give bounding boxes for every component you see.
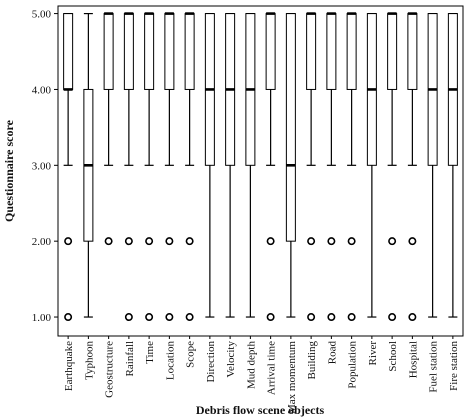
box-max-momentum: [285, 12, 296, 318]
y-tick-label: 3.00: [32, 160, 52, 172]
x-tick-label: River: [367, 341, 379, 366]
outlier-point: [64, 313, 73, 322]
y-axis: 1.00 2.00 3.00 4.00 5.00: [32, 9, 58, 324]
outlier-point: [408, 237, 417, 246]
x-tick-label: Earthquake: [63, 341, 75, 391]
outlier-point: [388, 313, 397, 322]
box-school: [387, 12, 398, 322]
box-fire-station: [447, 12, 458, 318]
box-iqr: [123, 13, 134, 90]
x-tick-label: Rainfall: [124, 341, 136, 376]
box-series: [63, 12, 458, 322]
box-velocity: [225, 12, 236, 318]
box-iqr: [387, 13, 398, 90]
outlier-point: [266, 313, 275, 322]
outlier-point: [408, 313, 417, 322]
x-tick-label: Population: [347, 341, 359, 389]
x-tick-label: Geostructure: [104, 341, 116, 398]
box-scope: [184, 12, 195, 322]
x-tick-label: Mud depth: [245, 341, 257, 389]
box-hospital: [407, 12, 418, 322]
outlier-point: [327, 313, 336, 322]
outlier-point: [388, 237, 397, 246]
outlier-point: [266, 237, 275, 246]
y-tick-label: 4.00: [32, 84, 52, 96]
outlier-point: [165, 237, 174, 246]
box-road: [326, 12, 337, 322]
x-tick-label: Velocity: [225, 341, 237, 378]
x-tick-label: Time: [144, 341, 156, 364]
box-iqr: [184, 13, 195, 90]
outlier-point: [145, 313, 154, 322]
box-iqr: [346, 13, 357, 90]
x-tick-label: Fire station: [448, 341, 460, 391]
box-iqr: [265, 13, 276, 90]
box-mud-depth: [245, 12, 256, 318]
x-tick-label: Scope: [185, 341, 197, 368]
box-location: [164, 12, 175, 322]
outlier-point: [104, 237, 113, 246]
box-time: [144, 12, 155, 322]
x-tick-label: Fuel station: [428, 341, 440, 393]
box-iqr: [285, 13, 296, 242]
outlier-point: [347, 237, 356, 246]
box-typhoon: [83, 12, 94, 318]
x-tick-label: Direction: [205, 341, 217, 383]
x-tick-label: Road: [326, 341, 338, 365]
outlier-point: [347, 313, 356, 322]
box-fuel-station: [427, 12, 438, 318]
x-axis-title: Debris flow scene objects: [196, 403, 325, 417]
box-iqr: [144, 13, 155, 90]
x-tick-label: Building: [306, 341, 318, 380]
outlier-point: [307, 313, 316, 322]
x-axis: Earthquake Typhoon Geostructure Rainfall Tim…: [63, 336, 460, 414]
x-tick-label: Hospital: [407, 341, 419, 378]
outlier-point: [124, 313, 133, 322]
box-building: [306, 12, 317, 322]
y-axis-title: Questionnaire score: [2, 119, 16, 222]
outlier-point: [185, 313, 194, 322]
box-arrival-time: [265, 12, 276, 322]
box-iqr: [63, 13, 74, 90]
box-earthquake: [63, 12, 74, 322]
box-population: [346, 12, 357, 322]
outlier-point: [307, 237, 316, 246]
x-tick-label: Arrival time: [266, 341, 278, 395]
y-tick-label: 1.00: [32, 312, 52, 324]
outlier-point: [64, 237, 73, 246]
y-tick-label: 5.00: [32, 9, 52, 21]
box-iqr: [326, 13, 337, 90]
outlier-point: [165, 313, 174, 322]
box-iqr: [306, 13, 317, 90]
box-iqr: [407, 13, 418, 90]
outlier-point: [185, 237, 194, 246]
y-tick-label: 2.00: [32, 236, 52, 248]
x-tick-label: Location: [164, 341, 176, 381]
outlier-point: [124, 237, 133, 246]
box-rainfall: [123, 12, 134, 322]
outlier-point: [145, 237, 154, 246]
x-tick-label: Max momentum: [286, 341, 298, 414]
box-iqr: [164, 13, 175, 90]
x-tick-label: School: [387, 341, 399, 372]
plot-area: [57, 5, 464, 337]
x-tick-label: Typhoon: [83, 341, 95, 380]
box-river: [366, 12, 377, 318]
outlier-point: [327, 237, 336, 246]
box-direction: [204, 12, 215, 318]
box-geostructure: [103, 12, 114, 246]
box-iqr: [103, 13, 114, 90]
